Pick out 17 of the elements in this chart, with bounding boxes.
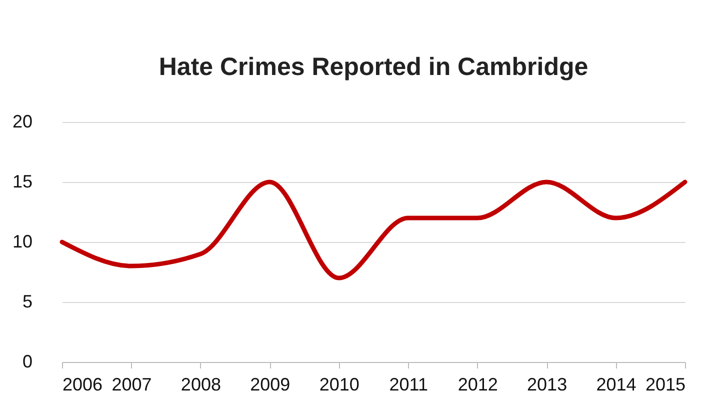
y-tick-label: 5 (22, 292, 32, 312)
x-tick-label: 2007 (112, 374, 152, 394)
x-tick-label: 2006 (62, 374, 103, 394)
x-tick-label: 2015 (645, 374, 686, 394)
x-tick-label: 2009 (250, 374, 290, 394)
x-tick-label: 2013 (527, 374, 568, 394)
x-tick-label: 2008 (180, 374, 221, 394)
line-series (60, 180, 688, 280)
chart-title: Hate Crimes Reported in Cambridge (158, 53, 588, 81)
x-tick-label: 2010 (319, 374, 360, 394)
y-tick-label: 15 (12, 172, 32, 192)
x-tick-label: 2012 (458, 374, 498, 394)
x-tick-label: 2011 (389, 374, 428, 394)
y-tick-label: 10 (12, 232, 32, 252)
y-tick-label: 0 (22, 352, 32, 372)
y-tick-label: 20 (12, 112, 32, 132)
x-tick-label: 2014 (596, 374, 636, 394)
